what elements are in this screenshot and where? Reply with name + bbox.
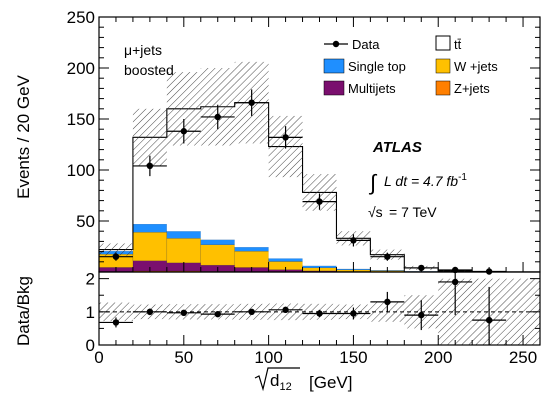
- legend-item-data: Data: [324, 37, 380, 52]
- bar-wjets: [132, 232, 168, 261]
- energy-text: = 7 TeV: [389, 204, 437, 220]
- ratio-point: [282, 306, 289, 314]
- channel-label: μ+jets: [124, 42, 162, 58]
- legend-item-zjets: Z+jets: [435, 80, 490, 96]
- data-point: [146, 162, 154, 170]
- bar-single-top: [268, 258, 303, 262]
- legend-item-ttbar: tt̄: [435, 35, 462, 52]
- legend-item-multijets: Multijets: [323, 80, 396, 96]
- ratio-point: [316, 310, 323, 317]
- y-tick-label: 250: [67, 8, 95, 27]
- ratio-point: [418, 311, 425, 319]
- integral-sign: ∫: [368, 170, 378, 195]
- svg-text:Data: Data: [352, 37, 380, 52]
- svg-text:Z+jets: Z+jets: [454, 81, 490, 96]
- legend: Data tt̄ Single top W +jets Multijets Z+…: [323, 35, 498, 96]
- data-point: [350, 237, 357, 244]
- experiment-label: ATLAS: [372, 139, 422, 156]
- x-axis-label: d12 [GeV]: [254, 367, 352, 393]
- y-tick-label: 150: [67, 110, 95, 129]
- legend-item-single-top: Single top: [323, 58, 406, 74]
- data-point: [214, 113, 221, 121]
- bar-wjets: [200, 244, 235, 266]
- ratio-point: [451, 278, 459, 286]
- bar-wjets: [234, 250, 269, 268]
- y-tick-label: 100: [67, 161, 95, 180]
- svg-text:d12: d12: [270, 371, 292, 393]
- selection-label: boosted: [124, 62, 174, 78]
- data-point: [248, 99, 255, 106]
- ratio-point: [350, 310, 357, 317]
- ratio-point: [485, 316, 493, 324]
- legend-item-wjets: W +jets: [435, 58, 498, 74]
- data-point: [180, 128, 188, 135]
- ratio-points: [99, 272, 507, 345]
- luminosity-text: L dt = 4.7 fb-1: [384, 172, 467, 189]
- y-tick-label: 50: [76, 212, 95, 231]
- uncertainty-bin: [99, 243, 133, 256]
- x-ticks: 0 50 100 150 200 250: [94, 17, 537, 367]
- svg-text:W +jets: W +jets: [454, 59, 498, 74]
- ratio-point: [384, 298, 391, 306]
- svg-text:[GeV]: [GeV]: [309, 373, 352, 392]
- main-y-axis-label: Events / 20 GeV: [14, 74, 33, 198]
- x-tick-label: 100: [254, 348, 282, 367]
- x-tick-label: 200: [424, 348, 452, 367]
- x-tick-label: 0: [94, 348, 103, 367]
- data-point: [384, 253, 391, 260]
- ratio-y-axis-label: Data/Bkg: [14, 276, 33, 346]
- y-tick-label: 200: [67, 59, 95, 78]
- ratio-y-tick-label: 0: [86, 336, 95, 355]
- ratio-point: [248, 308, 255, 316]
- ratio-point: [146, 308, 154, 316]
- svg-text:Single top: Single top: [348, 59, 406, 74]
- sqrt-s-symbol: √s: [368, 204, 383, 220]
- ratio-y-ticks: 0 1 2: [86, 270, 540, 355]
- data-point: [282, 134, 289, 141]
- x-tick-label: 50: [174, 348, 193, 367]
- svg-text:tt̄: tt̄: [454, 37, 462, 52]
- bar-single-top: [200, 239, 235, 245]
- energy-label: √s = 7 TeV: [368, 204, 437, 220]
- bar-single-top: [234, 246, 269, 252]
- main-y-ticks: 50 100 150 200 250: [67, 8, 540, 263]
- svg-text:Multijets: Multijets: [348, 81, 396, 96]
- bar-wjets: [166, 238, 201, 264]
- ratio-point: [214, 310, 221, 318]
- data-point: [316, 198, 323, 205]
- bar-single-top: [166, 230, 201, 239]
- ratio-point: [180, 309, 188, 317]
- data-point: [112, 253, 120, 260]
- ratio-point: [112, 319, 120, 326]
- luminosity-label: ∫ L dt = 4.7 fb-1: [368, 170, 467, 195]
- ratio-y-tick-label: 2: [86, 270, 95, 289]
- ratio-y-tick-label: 1: [86, 303, 95, 322]
- x-tick-label: 150: [339, 348, 367, 367]
- bar-single-top: [132, 223, 168, 233]
- x-tick-label: 250: [509, 348, 537, 367]
